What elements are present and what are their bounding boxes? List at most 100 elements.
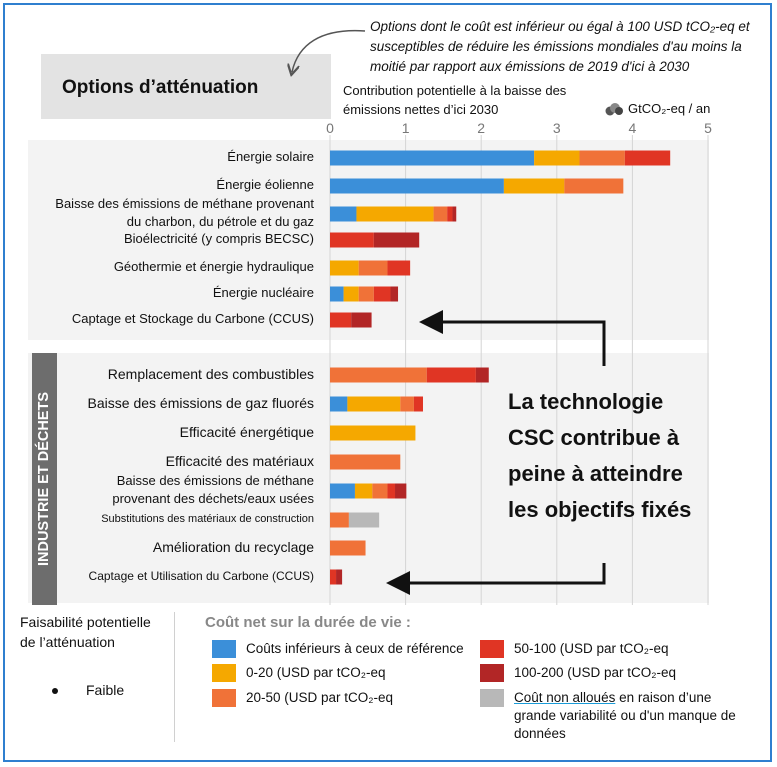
bar-segment-c0_20 xyxy=(354,483,373,499)
legend-title: Coût net sur la durée de vie : xyxy=(205,614,411,631)
bar-segment-c0_20 xyxy=(343,286,359,302)
bar-segment-c20_50 xyxy=(330,454,401,470)
category-label: Baisse des émissions de méthane provenan… xyxy=(55,196,314,229)
feasibility-item: Faible xyxy=(52,682,124,698)
bar-segment-c100_200 xyxy=(351,312,372,328)
bar-segment-c20_50 xyxy=(330,512,349,528)
category-label: Efficacité énergétique xyxy=(179,423,314,440)
bar-segment-ref xyxy=(330,483,355,499)
note-arrow xyxy=(292,29,366,72)
bar-segment-c100_200 xyxy=(475,367,489,383)
bar-segment-c20_50 xyxy=(330,540,366,556)
feasibility-title: Faisabilité potentielle de l’atténuation xyxy=(20,614,151,650)
bar-segment-c50_100 xyxy=(330,569,337,585)
x-tick-label: 4 xyxy=(629,120,637,136)
legend-item-20-50: 20-50 (USD par tCO₂-eq xyxy=(212,689,393,707)
feasibility-item-label: Faible xyxy=(86,682,125,698)
legend-swatch-20-50 xyxy=(212,689,236,707)
x-tick-label: 0 xyxy=(326,120,334,136)
legend-separator xyxy=(174,612,175,742)
bar-segment-c50_100 xyxy=(624,150,671,166)
bar-segment-c0_20 xyxy=(347,396,401,412)
legend-swatch-0-20 xyxy=(212,664,236,682)
legend-label-na-link[interactable]: Coût non alloués xyxy=(514,690,616,705)
legend-label-50-100: 50-100 (USD par tCO₂-eq xyxy=(514,641,669,656)
bar-segment-c20_50 xyxy=(579,150,625,166)
legend-swatch-50-100 xyxy=(480,640,504,658)
legend-label-0-20: 0-20 (USD par tCO₂-eq xyxy=(246,665,386,680)
legend-label-na: Coût non alloués en raison d’une grande … xyxy=(514,689,750,743)
category-label: Captage et Stockage du Carbone (CCUS) xyxy=(71,311,314,326)
emission-cloud-icon xyxy=(605,102,623,115)
bar-segment-c20_50 xyxy=(433,206,448,222)
legend-item-0-20: 0-20 (USD par tCO₂-eq xyxy=(212,664,386,682)
legend-label-na-rest: en raison d’une grande variabilité ou d'… xyxy=(514,690,736,741)
category-label: Amélioration du recyclage xyxy=(152,538,314,555)
bar-segment-c20_50 xyxy=(400,396,414,412)
axis-caption: Contribution potentielle à la baisse des… xyxy=(343,83,567,117)
legend-item-100-200: 100-200 (USD par tCO₂-eq xyxy=(480,664,676,682)
bar-segment-c100_200 xyxy=(452,206,457,222)
bar-segment-c50_100 xyxy=(387,260,411,276)
bar-segment-ref xyxy=(330,150,535,166)
bar-segment-c100_200 xyxy=(395,483,407,499)
bar-segment-c0_20 xyxy=(503,178,565,194)
category-label: Bioélectricité (y compris BECSC) xyxy=(124,231,314,246)
category-label: Énergie éolienne xyxy=(216,177,314,192)
category-label: Efficacité des matériaux xyxy=(165,452,314,469)
industry-section-tab xyxy=(32,353,57,605)
bar-segment-c100_200 xyxy=(373,232,420,248)
category-label: Baisse des émissions de gaz fluorés xyxy=(87,394,314,411)
bullet-icon xyxy=(52,688,58,695)
bar-segment-c20_50 xyxy=(330,367,427,383)
legend-swatch-ref xyxy=(212,640,236,658)
bar-segment-c0_20 xyxy=(356,206,434,222)
legend-label-20-50: 20-50 (USD par tCO₂-eq xyxy=(246,690,394,705)
chart-title: Options d’atténuation xyxy=(62,77,259,98)
bar-segment-c20_50 xyxy=(358,260,388,276)
x-tick-label: 5 xyxy=(704,120,712,136)
bar-segment-c50_100 xyxy=(330,312,352,328)
x-tick-label: 3 xyxy=(553,120,561,136)
category-label: Baisse des émissions de méthane provenan… xyxy=(112,473,314,506)
legend-label-ref: Coûts inférieurs à ceux de référence xyxy=(246,641,464,656)
bar-segment-ref xyxy=(330,206,357,222)
bar-segment-c20_50 xyxy=(358,286,374,302)
category-label: Énergie solaire xyxy=(227,149,314,164)
bar-segment-c0_20 xyxy=(534,150,580,166)
bar-segment-c0_20 xyxy=(330,260,359,276)
category-label: Substitutions des matériaux de construct… xyxy=(101,513,314,525)
legend-swatch-100-200 xyxy=(480,664,504,682)
arrow-to-ccs xyxy=(419,310,606,366)
bar-segment-c50_100 xyxy=(387,483,396,499)
category-label: Captage et Utilisation du Carbone (CCUS) xyxy=(88,568,314,583)
title-box xyxy=(41,54,331,119)
arrow-to-ccus xyxy=(386,563,606,595)
bar-segment-c50_100 xyxy=(447,206,453,222)
category-label: Géothermie et énergie hydraulique xyxy=(113,259,314,274)
threshold-note: Options dont le coût est inférieur ou ég… xyxy=(370,19,750,74)
ccs-callout: La technologie CSC contribue à peine à a… xyxy=(508,389,692,522)
industry-section-background xyxy=(28,353,709,603)
legend-item-ref: Coûts inférieurs à ceux de référence xyxy=(212,640,464,658)
bar-segment-ref xyxy=(330,396,348,412)
bar-segment-c0_20 xyxy=(330,425,416,441)
bar-segment-na xyxy=(348,512,380,528)
bar-segment-c100_200 xyxy=(390,286,399,302)
legend-item-na: Coût non alloués en raison d’une grande … xyxy=(480,689,750,743)
bar-segment-c100_200 xyxy=(336,569,343,585)
legend-label-100-200: 100-200 (USD par tCO₂-eq xyxy=(514,665,677,680)
category-label: Énergie nucléaire xyxy=(212,285,314,300)
bar-segment-c20_50 xyxy=(564,178,624,194)
bar-segment-c50_100 xyxy=(330,232,374,248)
unit-text: GtCO₂-eq / an xyxy=(628,101,711,116)
legend-item-50-100: 50-100 (USD par tCO₂-eq xyxy=(480,640,669,658)
bar-segment-c50_100 xyxy=(413,396,423,412)
figure-frame xyxy=(3,3,772,762)
x-tick-label: 1 xyxy=(402,120,410,136)
unit-label: GtCO₂-eq / an xyxy=(604,101,710,116)
bar-segment-ref xyxy=(330,286,344,302)
bar-segment-c20_50 xyxy=(372,483,388,499)
category-label: Remplacement des combustibles xyxy=(107,365,314,382)
